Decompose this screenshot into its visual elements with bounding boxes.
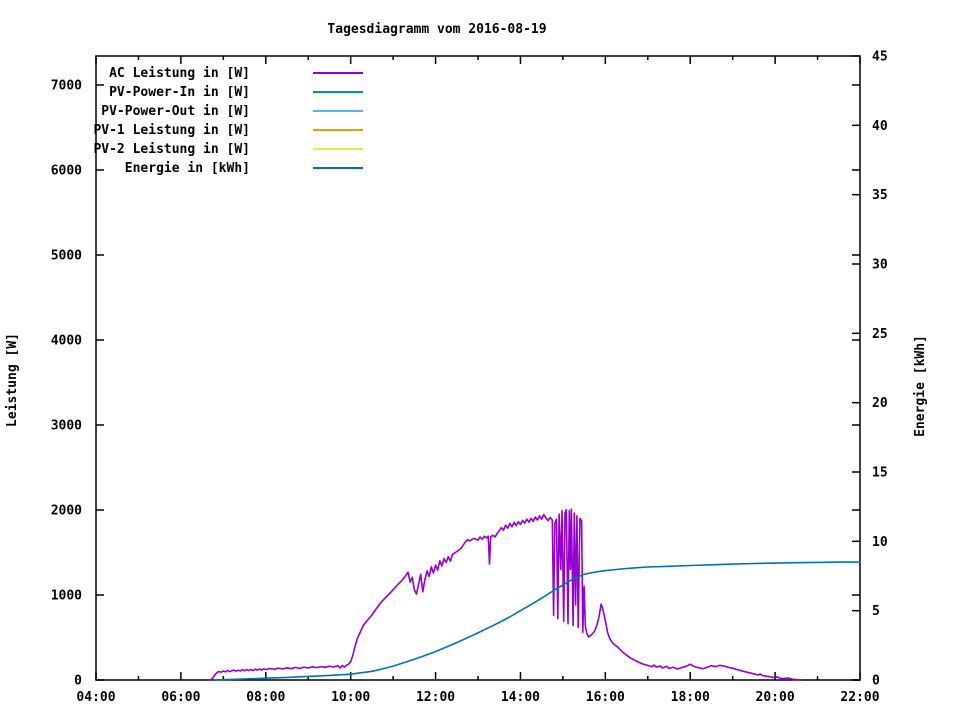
legend-item-ac-leistung: AC Leistung in [W] bbox=[109, 66, 363, 81]
x-tick-label: 12:00 bbox=[416, 690, 455, 705]
x-tick-label: 20:00 bbox=[756, 690, 795, 705]
x-tick-label: 22:00 bbox=[840, 690, 879, 705]
legend-item-pv1-leistung: PV-1 Leistung in [W] bbox=[93, 123, 363, 138]
y-right-tick-label: 45 bbox=[872, 50, 888, 65]
y-right-tick-label: 30 bbox=[872, 258, 888, 273]
y-left-tick-label: 1000 bbox=[51, 588, 82, 603]
y-right-tick-label: 25 bbox=[872, 327, 888, 342]
x-tick-label: 14:00 bbox=[501, 690, 540, 705]
y-left-tick-label: 5000 bbox=[51, 248, 82, 263]
legend-item-pv2-leistung: PV-2 Leistung in [W] bbox=[93, 142, 363, 157]
plot-area: 04:00 06:00 08:00 10:00 12:00 14:00 16:00 18:00… bbox=[51, 50, 888, 706]
x-tick-label: 18:00 bbox=[671, 690, 710, 705]
y-axis-left-label: Leistung [W] bbox=[5, 333, 20, 427]
y-right-tick-label: 0 bbox=[872, 674, 880, 689]
y-left-tick-label: 6000 bbox=[51, 163, 82, 178]
legend-item-energie: Energie in [kWh] bbox=[125, 161, 363, 176]
legend-item-pv-power-out: PV-Power-Out in [W] bbox=[101, 104, 363, 119]
legend-label: PV-Power-Out in [W] bbox=[101, 104, 250, 119]
y-left-tick-label: 4000 bbox=[51, 333, 82, 348]
x-tick-label: 04:00 bbox=[76, 690, 115, 705]
y-left-tick-label: 0 bbox=[74, 674, 82, 689]
y-left-tick-label: 7000 bbox=[51, 78, 82, 93]
chart-title: Tagesdiagramm vom 2016-08-19 bbox=[327, 22, 546, 37]
legend-label: Energie in [kWh] bbox=[125, 161, 250, 176]
series-line-5 bbox=[214, 561, 861, 681]
series-line-0 bbox=[209, 508, 802, 681]
legend-label: PV-Power-In in [W] bbox=[109, 85, 250, 100]
legend-label: PV-1 Leistung in [W] bbox=[93, 123, 250, 138]
y-right-tick-label: 40 bbox=[872, 119, 888, 134]
x-tick-label: 10:00 bbox=[331, 690, 370, 705]
y-right-tick-label: 15 bbox=[872, 466, 888, 481]
y-right-tick-label: 5 bbox=[872, 604, 880, 619]
legend-label: PV-2 Leistung in [W] bbox=[93, 142, 250, 157]
y-axis-right-label: Energie [kWh] bbox=[913, 335, 928, 437]
legend: AC Leistung in [W] PV-Power-In in [W] PV… bbox=[93, 66, 363, 176]
x-tick-label: 16:00 bbox=[586, 690, 625, 705]
y-right-tick-label: 35 bbox=[872, 188, 888, 203]
y-right-tick-label: 10 bbox=[872, 535, 888, 550]
legend-item-pv-power-in: PV-Power-In in [W] bbox=[109, 85, 363, 100]
x-tick-label: 06:00 bbox=[161, 690, 200, 705]
x-tick-label: 08:00 bbox=[246, 690, 285, 705]
y-left-tick-label: 2000 bbox=[51, 503, 82, 518]
y-right-tick-label: 20 bbox=[872, 396, 888, 411]
y-left-tick-label: 3000 bbox=[51, 418, 82, 433]
legend-label: AC Leistung in [W] bbox=[109, 66, 250, 81]
